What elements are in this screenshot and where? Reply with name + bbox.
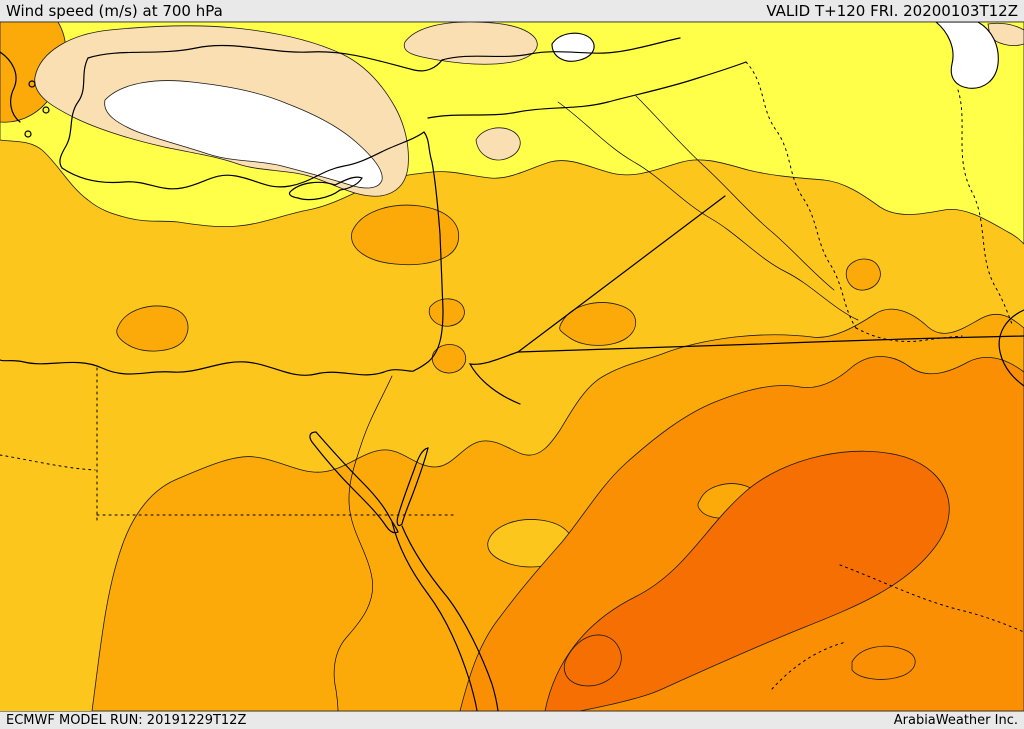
band-orange-nw-saudi bbox=[559, 302, 636, 346]
map-title: Wind speed (m/s) at 700 hPa bbox=[6, 1, 223, 20]
border-dotted-iran-south bbox=[855, 327, 963, 342]
header-bar: Wind speed (m/s) at 700 hPa VALID T+120 … bbox=[0, 0, 1024, 22]
tigris-river bbox=[635, 95, 835, 291]
border-jordan-saudi-west bbox=[468, 351, 521, 405]
caspian-sea bbox=[935, 22, 999, 89]
band-orange-jordan-1 bbox=[428, 298, 465, 327]
band-white-anatolia bbox=[104, 80, 383, 189]
border-turkey-syria bbox=[427, 61, 747, 119]
gulf-of-aqaba bbox=[396, 447, 429, 527]
band-orange-egypt-west bbox=[116, 305, 189, 352]
border-dotted-saudi-se-2 bbox=[771, 641, 847, 690]
coastline-blacksea-east bbox=[441, 37, 681, 61]
aegean-island-2 bbox=[42, 106, 50, 114]
wind-map bbox=[0, 22, 1024, 711]
border-dotted-saudi-se-1 bbox=[839, 564, 1024, 633]
coastline-levant bbox=[414, 131, 444, 371]
coastline-turkey-north bbox=[87, 44, 443, 72]
band-cream-small-center bbox=[475, 127, 521, 161]
aegean-island-1 bbox=[28, 80, 36, 88]
border-dotted-iraq-iran bbox=[745, 61, 857, 329]
model-run-label: ECMWF MODEL RUN: 20191229T12Z bbox=[6, 712, 247, 728]
valid-time-label: VALID T+120 FRI. 20200103T12Z bbox=[766, 1, 1018, 20]
red-sea-west-shore bbox=[391, 521, 478, 711]
band-cream-northcenter bbox=[403, 22, 538, 65]
border-jordan-iraq-diagonal bbox=[517, 195, 726, 353]
nile-river bbox=[333, 375, 393, 711]
band-orange-deep-core bbox=[544, 450, 950, 711]
lake-tuz bbox=[551, 32, 595, 62]
brand-label: ArabiaWeather Inc. bbox=[893, 712, 1018, 728]
band-orange-deep-spot bbox=[563, 634, 622, 687]
coastline-turkey-south bbox=[61, 131, 425, 190]
coastline-aegean-west bbox=[59, 57, 89, 169]
gulf-of-suez bbox=[309, 431, 399, 534]
map-area bbox=[0, 22, 1024, 711]
red-sea-east-shore bbox=[401, 525, 499, 711]
border-dotted-iran-east bbox=[957, 89, 1013, 325]
euphrates-river bbox=[557, 101, 859, 321]
aegean-island-3 bbox=[24, 130, 32, 138]
band-orange-north-syria bbox=[351, 204, 460, 266]
border-dotted-libya-interior bbox=[0, 454, 96, 471]
footer-bar: ECMWF MODEL RUN: 20191229T12Z ArabiaWeat… bbox=[0, 711, 1024, 729]
coastline-egypt-north bbox=[0, 359, 416, 376]
persian-gulf-coast bbox=[998, 309, 1024, 387]
band-orange-jordan-2 bbox=[431, 344, 467, 374]
cyprus-island bbox=[288, 176, 363, 201]
band-orange-iraq-spot bbox=[845, 258, 881, 291]
coastline-aegean bbox=[0, 51, 21, 123]
mid-hole-in-deep bbox=[851, 645, 916, 680]
